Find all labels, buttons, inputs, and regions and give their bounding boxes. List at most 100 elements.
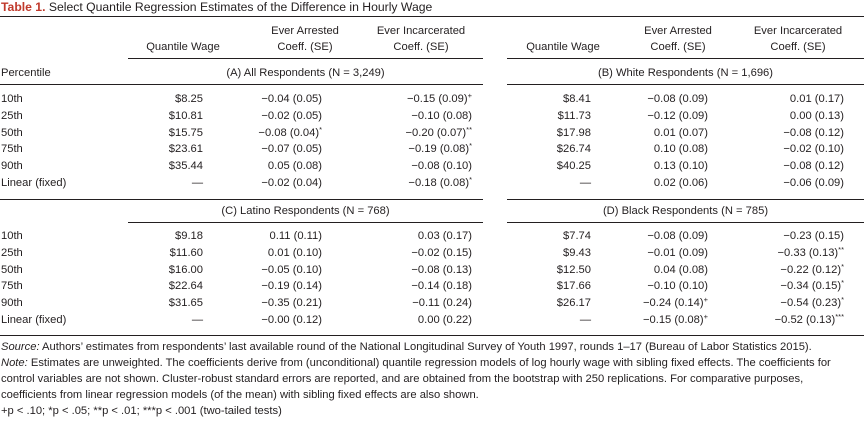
ever-arrested-cell: 0.04 (0.08)	[578, 263, 708, 277]
ever-arrested-cell-value: −0.05 (0.10)	[261, 264, 322, 276]
percentile-label: Linear (fixed)	[1, 177, 67, 189]
quantile-wage-cell: $12.50	[556, 264, 591, 276]
ever-incarcerated-cell: −0.34 (0.15)*	[714, 279, 844, 293]
ever-arrested-cell-value: 0.01 (0.07)	[653, 127, 708, 139]
ever-arrested-cell-value: −0.19 (0.14)	[261, 280, 322, 292]
ever-incarcerated-cell-value: 0.00 (0.13)	[789, 110, 844, 122]
ever-incarcerated-cell-value: −0.54 (0.23)	[780, 297, 842, 309]
ever-arrested-cell-value: 0.05 (0.08)	[267, 160, 322, 172]
ever-arrested-cell-significance: +	[703, 295, 708, 304]
quantile-wage-cell: —	[191, 314, 203, 326]
ever-arrested-cell: −0.08 (0.09)	[578, 229, 708, 243]
quantile-wage-cell: $9.18	[175, 230, 203, 242]
ever-arrested-cell: 0.10 (0.08)	[578, 142, 708, 156]
ever-incarcerated-cell-significance: *	[841, 278, 844, 287]
percentile-label: 90th	[1, 297, 23, 309]
ever-incarcerated-cell: −0.18 (0.08)*	[342, 176, 472, 190]
panel-a-title: (A) All Respondents (N = 3,249)	[226, 67, 385, 79]
ever-incarcerated-cell: −0.08 (0.12)	[714, 126, 844, 140]
quantile-wage-cell: $31.65	[168, 297, 203, 309]
ever-arrested-cell-significance: +	[703, 312, 708, 321]
ever-incarcerated-cell: 0.03 (0.17)	[342, 229, 472, 243]
ever-arrested-cell-value: −0.01 (0.09)	[647, 247, 708, 259]
ever-arrested-cell: 0.01 (0.07)	[578, 126, 708, 140]
percentile-label: 50th	[1, 264, 23, 276]
percentile-label: 25th	[1, 247, 23, 259]
ever-incarcerated-cell-value: −0.02 (0.10)	[783, 143, 844, 155]
ever-arrested-cell: −0.12 (0.09)	[578, 109, 708, 123]
ever-arrested-cell: −0.02 (0.04)	[192, 176, 322, 190]
ever-incarcerated-cell: −0.11 (0.24)	[342, 296, 472, 310]
general-note-label: Note:	[1, 357, 28, 369]
quantile-wage-cell: —	[579, 314, 591, 326]
quantile-wage-cell: —	[579, 177, 591, 189]
ever-incarcerated-cell-value: −0.22 (0.12)	[780, 264, 842, 276]
ever-incarcerated-cell-value: −0.52 (0.13)	[774, 314, 836, 326]
quantile-wage-cell: $26.74	[556, 143, 591, 155]
percentile-label: 75th	[1, 280, 23, 292]
ever-arrested-cell-value: −0.07 (0.05)	[261, 143, 322, 155]
header-rule-right	[507, 58, 864, 59]
source-note-text: Authors’ estimates from respondents’ las…	[39, 341, 812, 353]
quantile-wage-cell: $17.98	[556, 127, 591, 139]
ever-incarcerated-cell-value: −0.06 (0.09)	[783, 177, 844, 189]
ever-incarcerated-cell-value: −0.14 (0.18)	[411, 280, 472, 292]
header-coeff-se-incarcerated-left: Coeff. (SE)	[393, 41, 449, 53]
ever-incarcerated-cell-value: −0.23 (0.15)	[783, 230, 844, 242]
header-ever-arrested-right: Ever Arrested	[644, 25, 712, 37]
quantile-wage-cell: $11.60	[169, 247, 203, 259]
panel-d-title: (D) Black Respondents (N = 785)	[602, 205, 769, 217]
header-coeff-se-arrested-right: Coeff. (SE)	[650, 41, 706, 53]
ever-incarcerated-cell: −0.08 (0.12)	[714, 159, 844, 173]
ever-incarcerated-cell: −0.15 (0.09)+	[342, 92, 472, 106]
percentile-label: 90th	[1, 160, 23, 172]
ever-incarcerated-cell: −0.08 (0.10)	[342, 159, 472, 173]
table-caption-text: Select Quantile Regression Estimates of …	[48, 0, 433, 14]
ever-arrested-cell-value: 0.13 (0.10)	[653, 160, 708, 172]
header-coeff-se-arrested-left: Coeff. (SE)	[277, 41, 333, 53]
ever-arrested-cell: −0.00 (0.12)	[192, 313, 322, 327]
ever-incarcerated-cell: −0.54 (0.23)*	[714, 296, 844, 310]
table-caption: Table 1. Select Quantile Regression Esti…	[1, 0, 432, 14]
general-note-text: Estimates are unweighted. The coefficien…	[1, 357, 831, 401]
ever-incarcerated-cell: −0.02 (0.15)	[342, 246, 472, 260]
ever-incarcerated-cell: −0.14 (0.18)	[342, 279, 472, 293]
panel-d-title-rule	[507, 222, 864, 223]
ever-arrested-cell-value: −0.02 (0.04)	[261, 177, 322, 189]
ever-incarcerated-cell: −0.52 (0.13)***	[714, 313, 844, 327]
ever-arrested-cell: −0.04 (0.05)	[192, 92, 322, 106]
ever-incarcerated-cell: −0.33 (0.13)**	[714, 246, 845, 260]
general-note: Note: Estimates are unweighted. The coef…	[1, 355, 859, 403]
ever-arrested-cell: −0.05 (0.10)	[192, 263, 322, 277]
stub-label-percentile: Percentile	[1, 67, 51, 79]
quantile-wage-cell: $35.44	[168, 160, 203, 172]
ever-incarcerated-cell: 0.00 (0.13)	[714, 109, 844, 123]
ever-incarcerated-cell-value: −0.10 (0.08)	[411, 110, 472, 122]
table-caption-label: Table 1.	[1, 0, 46, 14]
significance-note: +p < .10; *p < .05; **p < .01; ***p < .0…	[1, 405, 282, 417]
ever-arrested-cell: 0.01 (0.10)	[192, 246, 322, 260]
ever-incarcerated-cell-significance: *	[841, 295, 844, 304]
quantile-wage-cell: $40.25	[556, 160, 591, 172]
mid-rule-left	[0, 199, 483, 200]
table-notes: Source: Authors’ estimates from responde…	[1, 339, 859, 419]
header-ever-incarcerated-right: Ever Incarcerated	[753, 25, 843, 37]
quantile-wage-cell: $15.75	[168, 127, 203, 139]
ever-incarcerated-cell-significance: ***	[835, 312, 844, 321]
header-quantile-wage-left: Quantile Wage	[146, 41, 220, 53]
quantile-wage-cell: $22.64	[168, 280, 203, 292]
ever-incarcerated-cell-value: −0.18 (0.08)	[408, 177, 470, 189]
header-quantile-wage-right: Quantile Wage	[526, 41, 600, 53]
percentile-label: 10th	[1, 93, 23, 105]
ever-arrested-cell-value: 0.10 (0.08)	[653, 143, 708, 155]
quantile-wage-cell: $26.17	[556, 297, 591, 309]
quantile-wage-cell: $10.81	[168, 110, 203, 122]
quantile-wage-cell: $17.66	[556, 280, 591, 292]
top-rule	[0, 16, 864, 17]
ever-arrested-cell: −0.19 (0.14)	[192, 279, 322, 293]
ever-incarcerated-cell-value: −0.19 (0.08)	[408, 143, 470, 155]
percentile-label: Linear (fixed)	[1, 314, 67, 326]
ever-arrested-cell-value: −0.02 (0.05)	[261, 110, 322, 122]
ever-incarcerated-cell-value: −0.34 (0.15)	[780, 280, 842, 292]
ever-arrested-cell-value: −0.08 (0.04)	[258, 127, 320, 139]
